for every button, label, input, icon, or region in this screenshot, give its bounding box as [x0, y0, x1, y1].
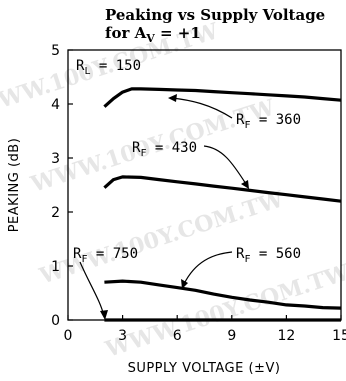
- rl-note-sub: L: [84, 66, 90, 77]
- svg-text:WWW.100Y.COM.TW: WWW.100Y.COM.TW: [102, 259, 346, 363]
- series-layer: [103, 87, 342, 322]
- y-axis-label: PEAKING (dB): [7, 138, 22, 233]
- x-tick-label: 0: [64, 328, 73, 344]
- x-tick-label: 9: [227, 328, 236, 344]
- rl-note-val: = 150: [90, 58, 141, 74]
- arrowhead-360: [168, 94, 177, 102]
- series-label-560: RF = 560: [236, 246, 301, 265]
- y-tick-label: 0: [51, 313, 60, 329]
- x-tick-label: 12: [277, 328, 295, 344]
- arrow-430: [203, 145, 247, 185]
- series-line-rf-430: [103, 175, 342, 203]
- chart-title-for: for A: [105, 24, 147, 42]
- rl-note: RL = 150: [76, 58, 141, 77]
- arrow-560: [183, 251, 233, 285]
- chart-title-line2: for AV = +1: [105, 24, 201, 45]
- arrowhead-750: [100, 310, 108, 320]
- series-label-360: RF = 360: [236, 112, 301, 131]
- y-tick-label: 1: [51, 259, 60, 275]
- y-tick-label: 2: [51, 205, 60, 221]
- svg-text:WWW.100Y.COM.TW: WWW.100Y.COM.TW: [36, 186, 287, 290]
- series-label-430: RF = 430: [132, 140, 197, 159]
- y-tick-label: 4: [51, 97, 60, 113]
- series-label-750: RF = 750: [73, 246, 138, 265]
- series-line-rf-360: [103, 87, 342, 108]
- y-tick-label: 5: [51, 43, 60, 59]
- rl-note-r: R: [76, 58, 85, 74]
- chart-title-sub: V: [145, 32, 155, 45]
- arrow-heads: [100, 94, 249, 320]
- y-tick-label: 3: [51, 151, 60, 167]
- chart-title-line1: Peaking vs Supply Voltage: [105, 6, 325, 24]
- x-axis-label: SUPPLY VOLTAGE (±V): [128, 361, 281, 376]
- arrowhead-430: [241, 180, 249, 189]
- series-line-rf-560: [104, 279, 342, 310]
- x-tick-label: 15: [332, 328, 346, 344]
- chart-title-rest: = +1: [155, 24, 201, 42]
- x-tick-label: 3: [118, 328, 127, 344]
- arrow-360: [171, 97, 233, 119]
- arrowhead-560: [181, 279, 188, 289]
- x-tick-label: 6: [173, 328, 182, 344]
